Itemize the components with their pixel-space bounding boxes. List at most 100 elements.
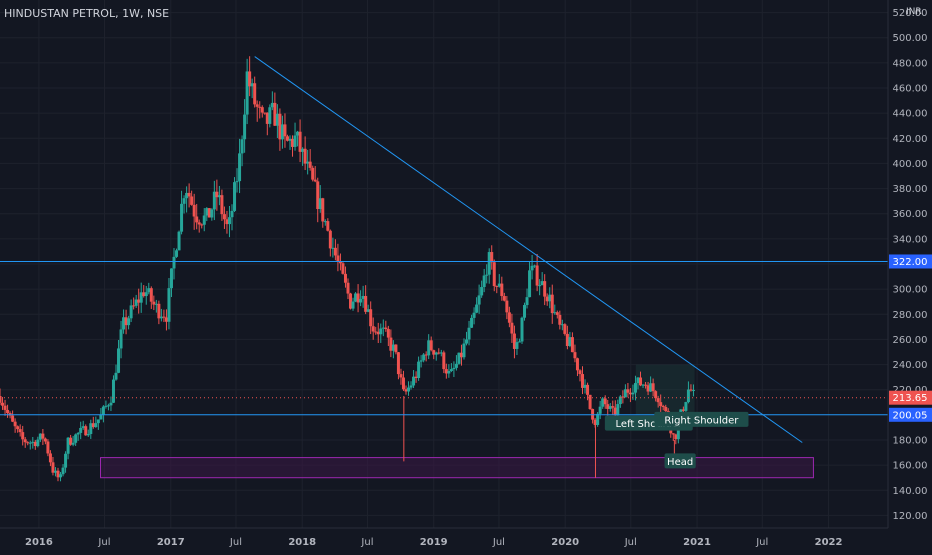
candle-body bbox=[505, 300, 509, 313]
candle-body bbox=[99, 414, 103, 420]
candle-body bbox=[109, 402, 113, 406]
candle-body bbox=[225, 219, 229, 225]
candle-body bbox=[303, 148, 307, 164]
candle-body bbox=[654, 391, 658, 399]
candle-body bbox=[626, 389, 630, 393]
y-tick-label: 400.00 bbox=[893, 159, 928, 170]
candle-body bbox=[227, 217, 231, 225]
x-tick-label: 2018 bbox=[288, 537, 316, 548]
candle-body bbox=[621, 396, 625, 398]
price-badges: 322.00 200.05 213.65 bbox=[889, 254, 932, 422]
candle-body bbox=[64, 453, 68, 468]
candle-body bbox=[250, 83, 254, 87]
candle-body bbox=[205, 208, 209, 216]
candle-body bbox=[177, 231, 181, 251]
resistance-badge bbox=[889, 254, 932, 269]
y-tick-label: 380.00 bbox=[893, 184, 928, 195]
candle-body bbox=[162, 316, 166, 318]
candle-body bbox=[437, 352, 441, 354]
candle-body bbox=[117, 348, 121, 373]
candle-body bbox=[427, 340, 431, 356]
candle-body bbox=[376, 331, 380, 335]
resistance-badge-label: 322.00 bbox=[893, 257, 928, 268]
candle-body bbox=[318, 198, 322, 209]
candle-body bbox=[298, 131, 302, 152]
candle-body bbox=[306, 161, 310, 164]
candle-body bbox=[525, 297, 529, 306]
candle-body bbox=[180, 203, 184, 232]
candle-body bbox=[454, 363, 458, 368]
candle-body bbox=[106, 405, 110, 407]
candle-body bbox=[528, 270, 532, 298]
candle-body bbox=[631, 392, 635, 395]
candle-body bbox=[21, 432, 25, 440]
candle-body bbox=[129, 305, 133, 319]
candle-body bbox=[301, 148, 305, 152]
candle-body bbox=[606, 404, 610, 409]
candle-body bbox=[671, 433, 675, 435]
candle-body bbox=[134, 299, 138, 306]
candle-body bbox=[172, 256, 176, 269]
candle-body bbox=[482, 275, 486, 288]
candle-body bbox=[674, 434, 678, 440]
candle-body bbox=[154, 303, 158, 305]
candle-body bbox=[485, 274, 489, 276]
candle-body bbox=[396, 352, 400, 375]
y-tick-label: 240.00 bbox=[893, 360, 928, 371]
x-tick-label: Jul bbox=[492, 537, 505, 548]
candle-body bbox=[190, 196, 194, 205]
x-tick-label: Jul bbox=[360, 537, 373, 548]
candle-body bbox=[104, 405, 108, 407]
candle-body bbox=[293, 135, 297, 147]
candle-body bbox=[570, 337, 574, 353]
x-tick-label: Jul bbox=[229, 537, 242, 548]
candle-body bbox=[545, 296, 549, 302]
y-tick-label: 440.00 bbox=[893, 109, 928, 120]
candle-body bbox=[417, 361, 421, 379]
candle-body bbox=[684, 402, 688, 411]
currency-label: INR bbox=[906, 7, 922, 17]
candle-body bbox=[575, 358, 579, 371]
candle-body bbox=[36, 439, 40, 447]
candle-body bbox=[222, 214, 226, 220]
candle-body bbox=[28, 442, 32, 444]
candle-body bbox=[449, 369, 453, 372]
candle-body bbox=[240, 139, 244, 154]
candle-body bbox=[185, 192, 189, 199]
candle-body bbox=[144, 292, 148, 297]
candle-body bbox=[618, 396, 622, 405]
candle-body bbox=[114, 372, 118, 380]
candle-body bbox=[550, 294, 554, 314]
candle-body bbox=[686, 389, 690, 403]
candle-body bbox=[285, 136, 289, 141]
candle-body bbox=[656, 398, 660, 403]
candle-body bbox=[608, 406, 612, 409]
candle-body bbox=[280, 124, 284, 140]
candle-body bbox=[681, 409, 685, 411]
candle-body bbox=[381, 327, 385, 329]
candle-body bbox=[6, 409, 10, 414]
candle-body bbox=[338, 261, 342, 264]
candle-body bbox=[343, 273, 347, 283]
candle-body bbox=[207, 208, 211, 218]
candle-body bbox=[142, 292, 146, 297]
candle-body bbox=[432, 350, 436, 355]
candle-body bbox=[139, 292, 143, 303]
candle-body bbox=[500, 283, 504, 297]
candle-body bbox=[316, 181, 320, 209]
candle-body bbox=[331, 247, 335, 249]
candle-body bbox=[596, 413, 600, 425]
x-tick-label: 2019 bbox=[420, 537, 448, 548]
candle-body bbox=[644, 384, 648, 386]
candle-body bbox=[321, 198, 325, 222]
x-tick-label: Jul bbox=[624, 537, 637, 548]
candle-body bbox=[467, 327, 471, 340]
candle-body bbox=[157, 303, 161, 319]
candle-body bbox=[404, 389, 408, 392]
candle-body bbox=[86, 433, 90, 436]
candle-body bbox=[495, 286, 499, 288]
candle-body bbox=[308, 161, 312, 168]
time-axis[interactable]: 2016 Jul 2017 Jul 2018 Jul 2019 Jul 2020 Jul 2021 J… bbox=[0, 527, 888, 548]
